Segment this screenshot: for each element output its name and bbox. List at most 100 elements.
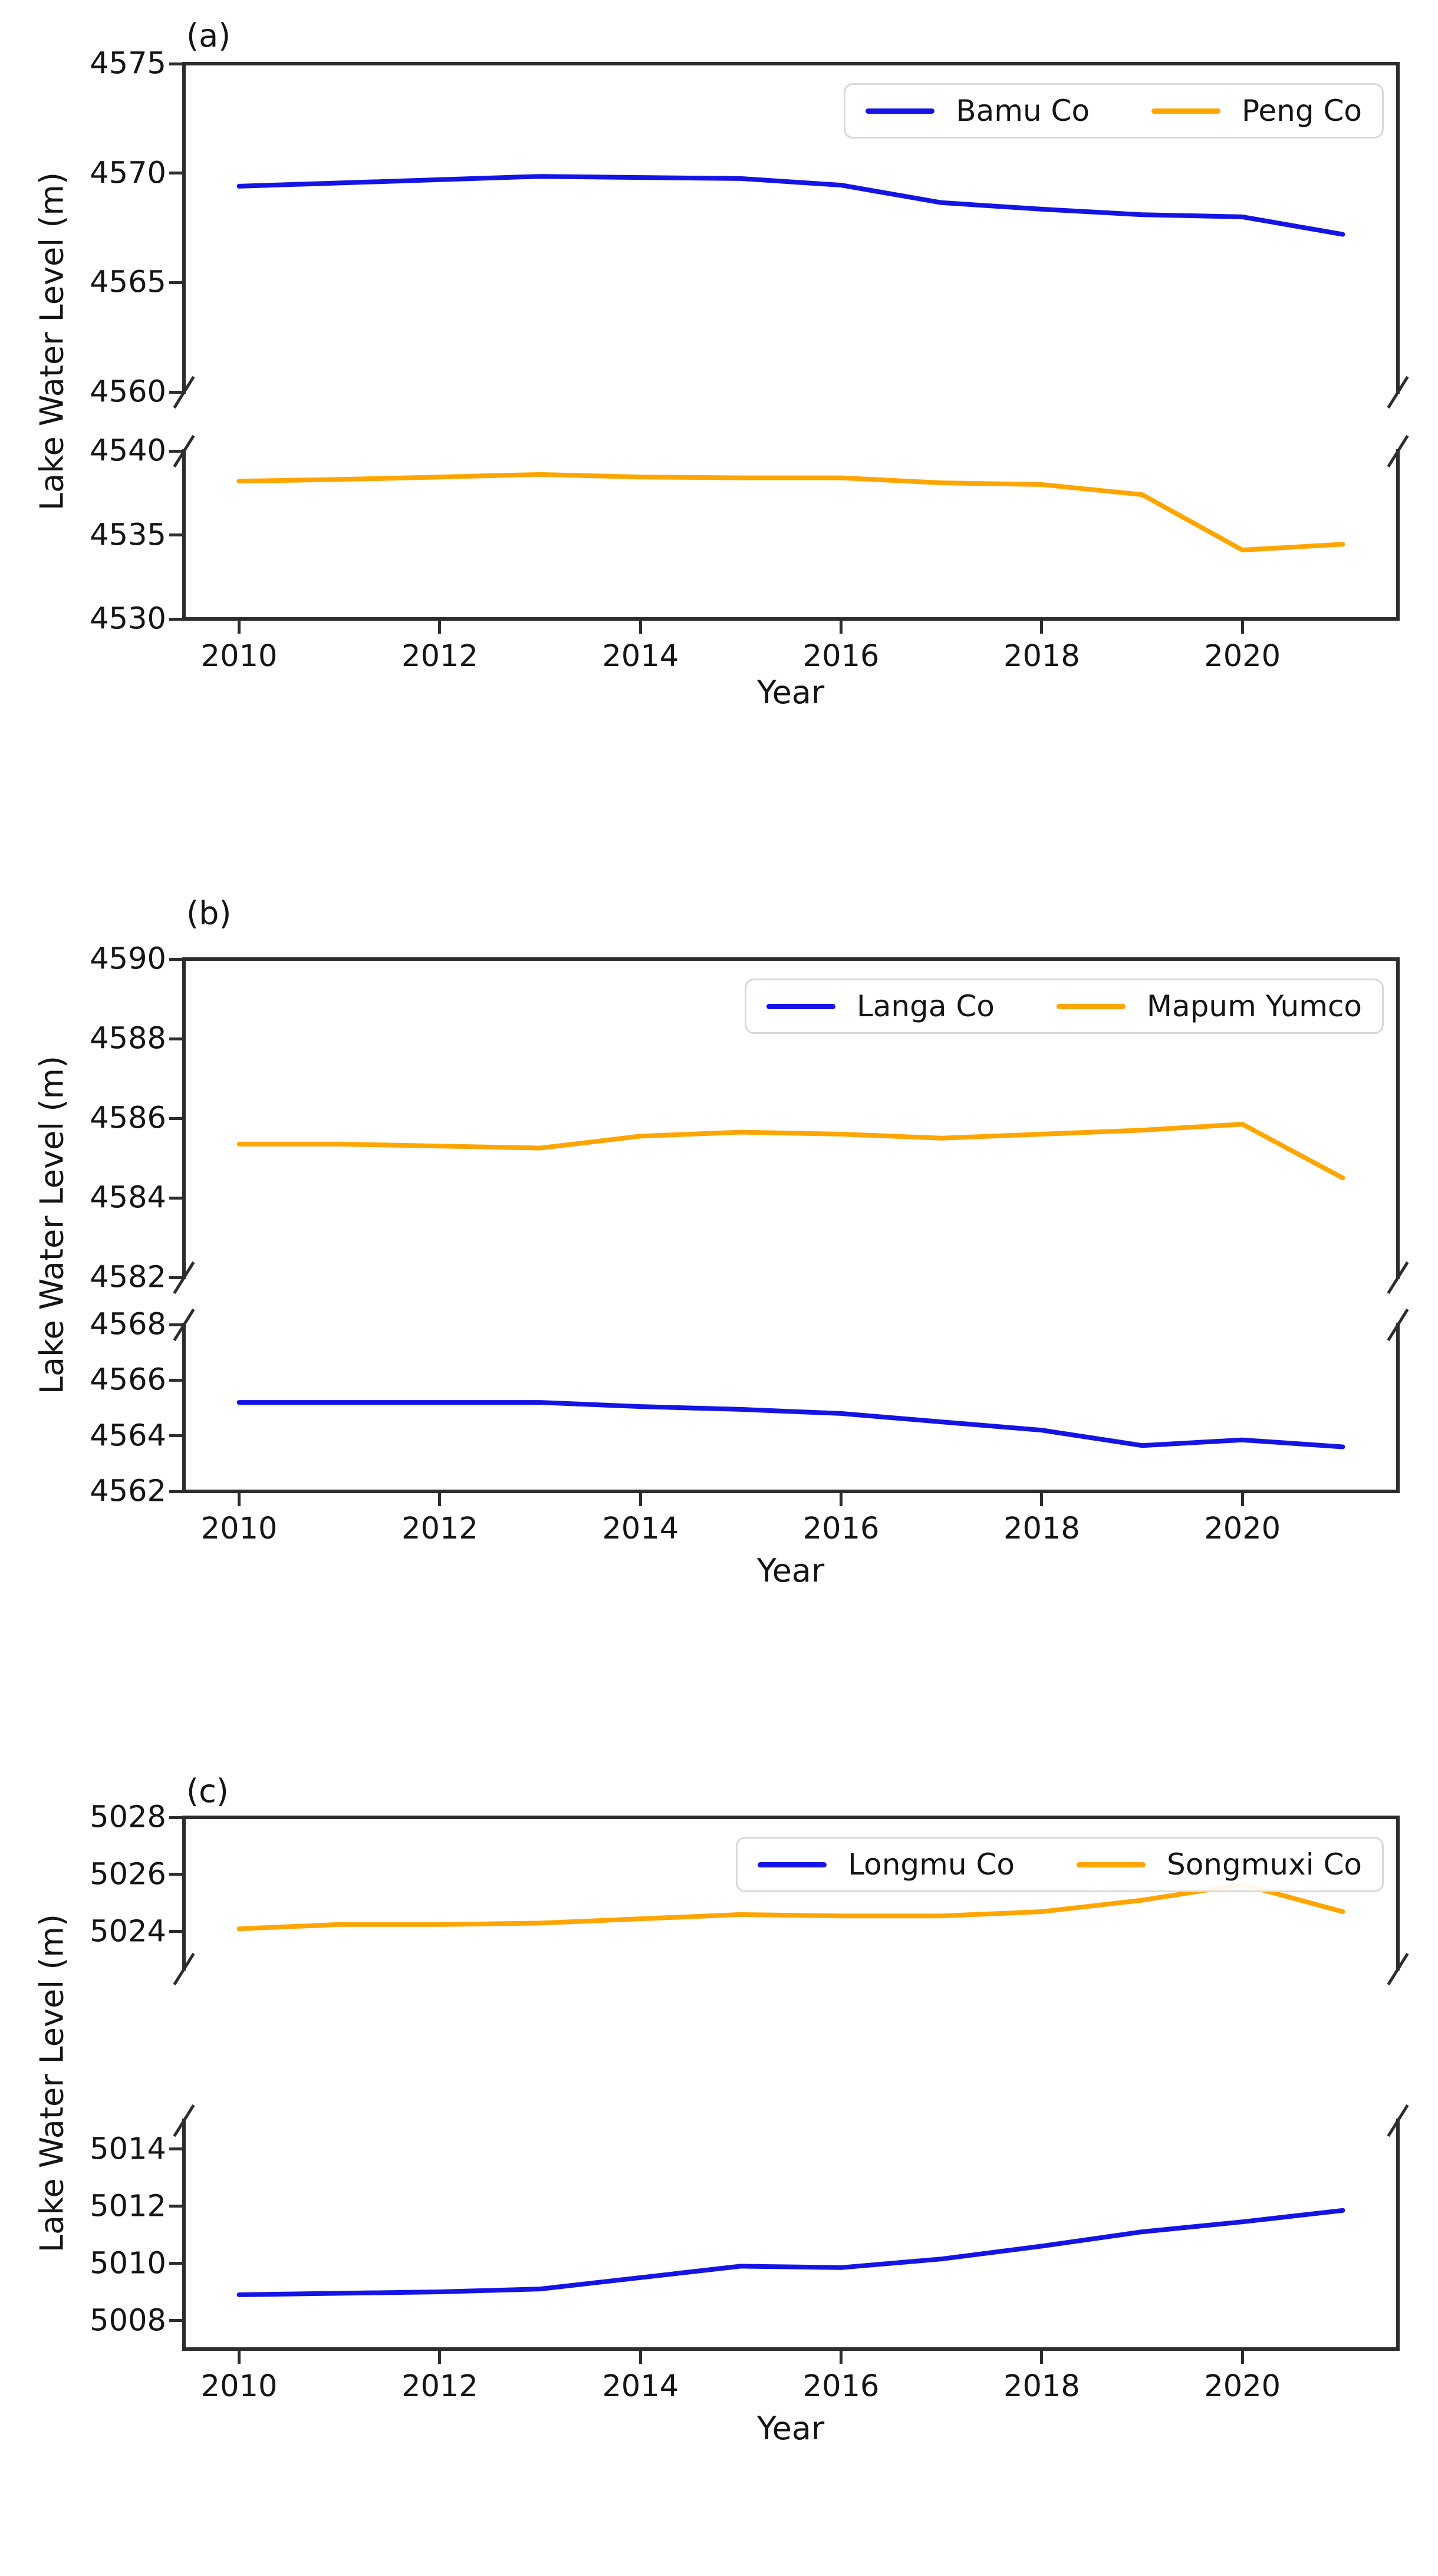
x-tick-mark xyxy=(840,1493,843,1506)
plot-area xyxy=(236,2208,1345,2297)
y-tick-mark xyxy=(169,617,182,621)
spine-left xyxy=(182,1816,186,1971)
panel-a-x-axis-label: Year xyxy=(756,674,825,711)
x-tick-label: 2016 xyxy=(802,639,880,674)
x-tick-mark xyxy=(840,621,843,634)
legend-line-swatch xyxy=(1056,1003,1126,1009)
y-tick-mark xyxy=(169,281,182,284)
y-tick-label: 5028 xyxy=(90,1800,166,1835)
x-tick-mark xyxy=(639,621,642,634)
y-tick-mark xyxy=(169,533,182,536)
x-tick-mark xyxy=(639,1493,642,1506)
y-tick-mark xyxy=(169,1930,182,1933)
y-tick-label: 4570 xyxy=(90,156,166,191)
legend-label: Longmu Co xyxy=(848,1847,1015,1882)
legend: Bamu Co Peng Co xyxy=(844,83,1384,139)
plot-area xyxy=(236,174,1345,237)
spine-left xyxy=(182,957,186,1279)
x-tick-label: 2020 xyxy=(1204,2369,1281,2404)
x-tick-mark xyxy=(438,1493,442,1506)
y-tick-mark xyxy=(169,1037,182,1040)
x-tick-label: 2010 xyxy=(200,639,278,674)
y-tick-mark xyxy=(169,1323,182,1326)
axes-c-top xyxy=(184,1817,1398,1969)
series-line-bamu-co xyxy=(236,174,1345,237)
x-tick-mark xyxy=(1240,2351,1244,2364)
x-tick-mark xyxy=(1040,1493,1044,1506)
x-tick-label: 2014 xyxy=(602,639,679,674)
legend-item: Songmuxi Co xyxy=(1076,1847,1362,1882)
y-tick-mark xyxy=(169,1816,182,1819)
panel-b-x-axis-label: Year xyxy=(756,1552,825,1589)
x-tick-mark xyxy=(1240,621,1244,634)
x-tick-mark xyxy=(1040,621,1044,634)
legend-item: Bamu Co xyxy=(866,94,1090,128)
x-tick-mark xyxy=(238,2351,241,2364)
plot-area xyxy=(236,1400,1345,1450)
axes-a-bottom xyxy=(184,451,1398,619)
spine-top xyxy=(182,1816,1400,1819)
axes-c-bottom xyxy=(184,2120,1398,2349)
spine-right xyxy=(1396,1816,1400,1971)
axes-a-top xyxy=(184,64,1398,392)
x-tick-mark xyxy=(840,2351,843,2364)
panel-b-title: (b) xyxy=(186,895,232,932)
series-line-longmu-co xyxy=(236,2208,1345,2297)
x-tick-label: 2016 xyxy=(802,1511,880,1546)
y-tick-label: 4562 xyxy=(90,1474,166,1509)
y-tick-label: 4590 xyxy=(90,941,166,977)
y-tick-label: 4540 xyxy=(90,433,166,469)
y-tick-label: 4582 xyxy=(90,1260,166,1295)
y-tick-label: 4564 xyxy=(90,1418,166,1454)
plot-area xyxy=(236,1122,1345,1181)
plot-area xyxy=(236,1882,1345,1932)
y-tick-mark xyxy=(169,390,182,394)
y-tick-mark xyxy=(169,1196,182,1200)
y-tick-mark xyxy=(169,2262,182,2265)
series-line-mapum-yumco xyxy=(236,1122,1345,1181)
y-tick-label: 4584 xyxy=(90,1180,166,1215)
panel-a-title: (a) xyxy=(186,17,231,54)
y-tick-mark xyxy=(169,1434,182,1438)
plot-area xyxy=(236,472,1345,553)
legend-line-swatch xyxy=(1076,1862,1146,1867)
x-tick-label: 2012 xyxy=(402,1511,478,1546)
x-tick-mark xyxy=(238,621,241,634)
y-tick-mark xyxy=(169,172,182,175)
legend-item: Peng Co xyxy=(1151,94,1362,128)
y-tick-label: 4530 xyxy=(90,601,166,637)
x-tick-mark xyxy=(1240,1493,1244,1506)
y-tick-mark xyxy=(169,62,182,65)
spine-bottom xyxy=(182,2347,1400,2351)
x-tick-label: 2018 xyxy=(1003,2369,1080,2404)
x-tick-label: 2012 xyxy=(402,639,478,674)
x-tick-label: 2016 xyxy=(802,2369,880,2404)
y-tick-label: 4575 xyxy=(90,46,166,81)
panel-c-x-axis-label: Year xyxy=(756,2410,825,2447)
legend-line-swatch xyxy=(766,1003,835,1009)
x-tick-label: 2020 xyxy=(1204,1511,1281,1546)
y-tick-label: 4565 xyxy=(90,265,166,300)
y-tick-mark xyxy=(169,957,182,961)
x-tick-mark xyxy=(1040,2351,1044,2364)
y-tick-mark xyxy=(169,1378,182,1382)
spine-right xyxy=(1396,957,1400,1279)
legend-item: Longmu Co xyxy=(758,1847,1015,1882)
spine-right xyxy=(1396,449,1400,621)
spine-bottom xyxy=(182,1490,1400,1493)
y-tick-label: 5024 xyxy=(90,1914,166,1949)
y-tick-label: 4535 xyxy=(90,518,166,552)
spine-top xyxy=(182,62,1400,65)
spine-right xyxy=(1396,62,1400,394)
y-tick-mark xyxy=(169,1873,182,1876)
spine-left xyxy=(182,2119,186,2351)
y-tick-label: 5026 xyxy=(90,1857,166,1892)
legend-item: Langa Co xyxy=(766,989,995,1023)
x-tick-mark xyxy=(438,621,442,634)
y-tick-label: 4568 xyxy=(90,1307,166,1342)
y-tick-label: 5008 xyxy=(90,2303,166,2338)
y-tick-mark xyxy=(169,1276,182,1279)
x-tick-label: 2010 xyxy=(200,2369,278,2404)
legend-label: Peng Co xyxy=(1242,94,1362,128)
